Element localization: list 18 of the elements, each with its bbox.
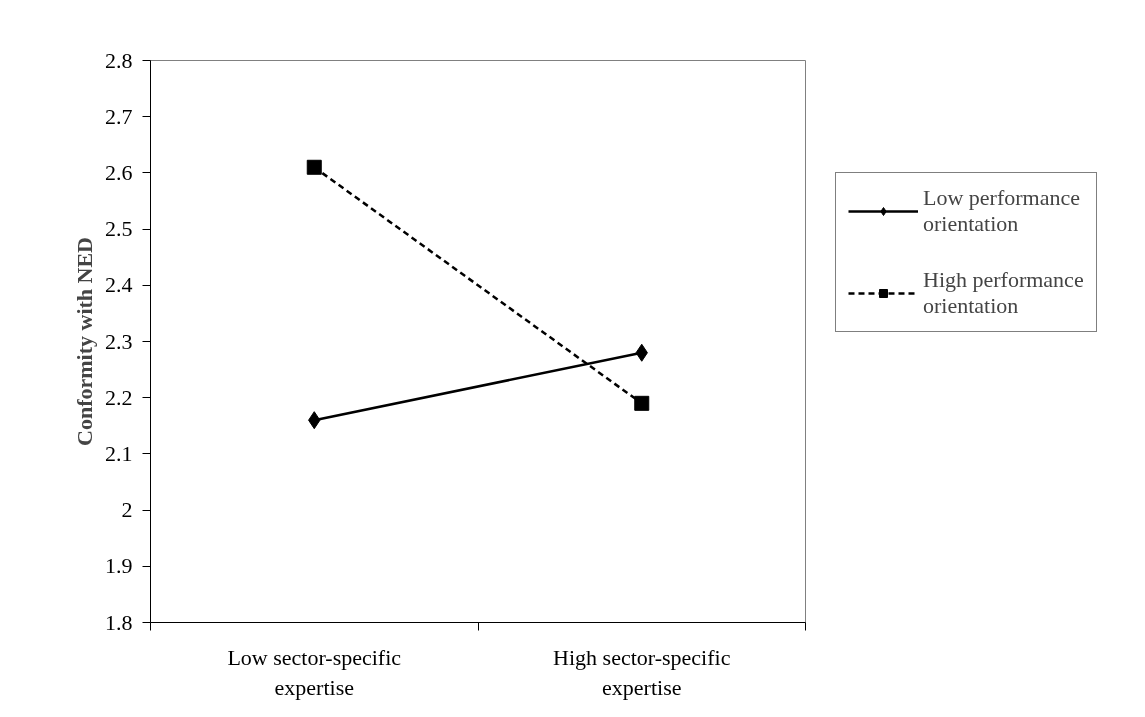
y-tick-label: 2.7 (105, 103, 133, 129)
y-tick-label: 1.9 (105, 553, 133, 579)
x-tick-label: High sector-specific expertise (553, 644, 731, 700)
point (634, 395, 650, 411)
y-tick-label: 2.2 (105, 384, 133, 410)
legend-label: Low performance orientation (923, 185, 1080, 237)
y-tick-label: 2.6 (105, 159, 133, 185)
y-tick-label: 1.8 (105, 609, 133, 635)
y-tick-label: 2 (121, 497, 133, 523)
y-tick-label: 2.5 (105, 216, 133, 242)
y-axis-title: Conformity with NED (72, 236, 97, 446)
y-tick-label: 2.3 (105, 328, 133, 354)
x-tick-label: Low sector-specific expertise (227, 644, 402, 700)
point (306, 159, 322, 175)
y-tick-label: 2.4 (105, 272, 133, 298)
y-tick-label: 2.1 (105, 440, 133, 466)
legend-label: High performance orientation (923, 267, 1084, 319)
y-tick-label: 2.8 (105, 47, 133, 73)
